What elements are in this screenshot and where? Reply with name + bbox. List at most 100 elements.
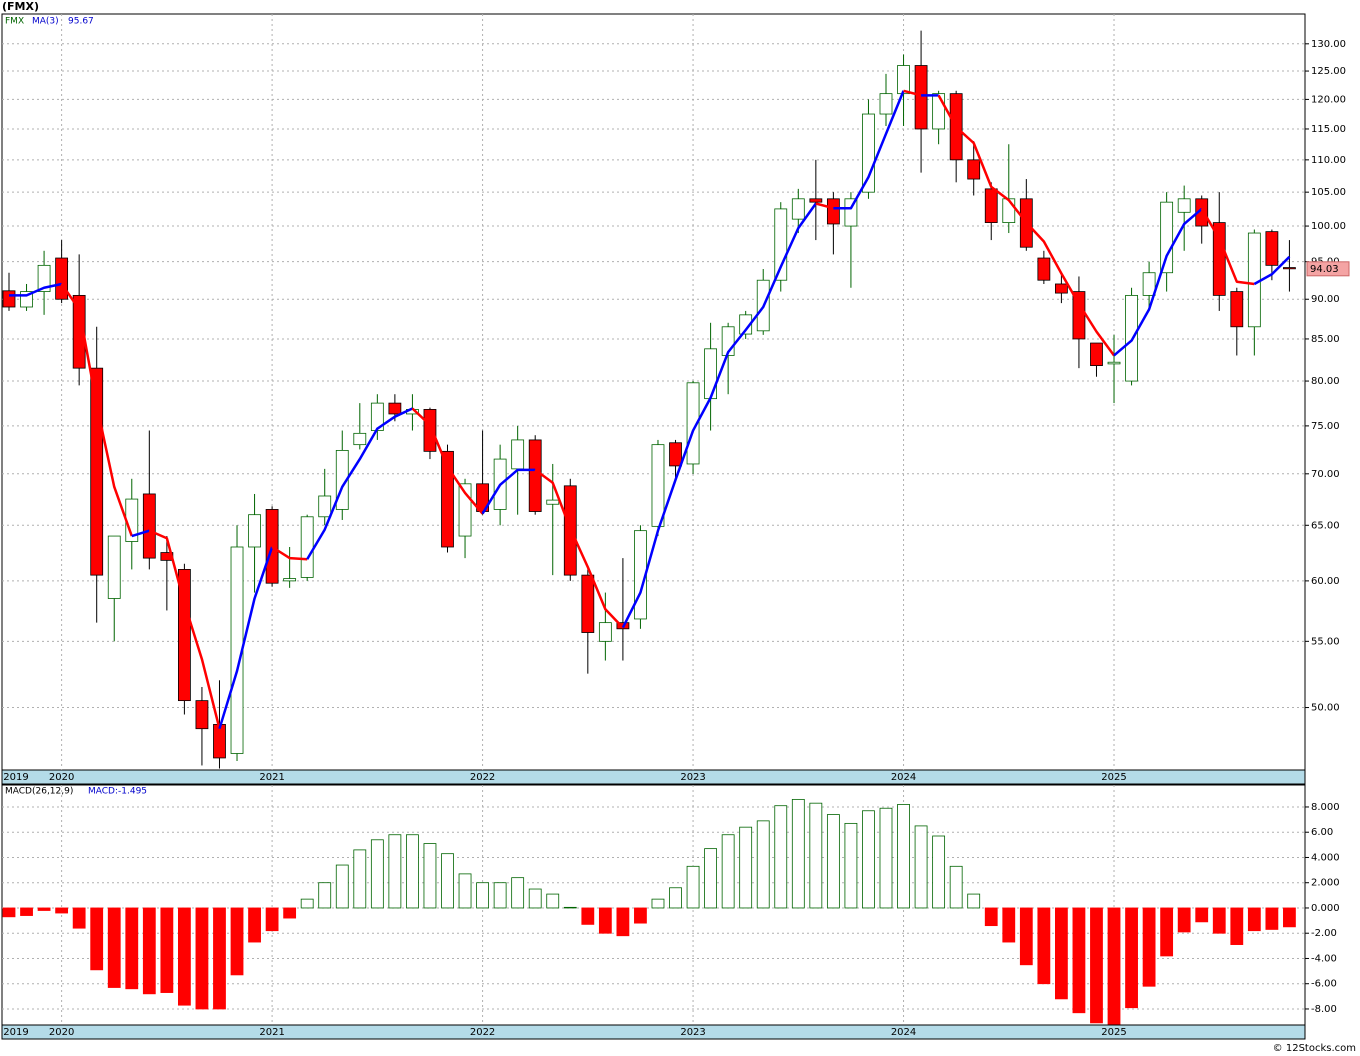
ma-line [131,529,150,538]
macd-bar [581,907,595,925]
x-tick-label: 2024 [891,772,916,783]
macd-bar [686,865,700,909]
chart-title: (FMX) [2,0,39,13]
macd-bar [248,907,261,943]
candle-body [37,264,51,292]
x-tick-label: 2025 [1101,772,1126,783]
candle-body [914,65,928,130]
y-tick-label: -4.00 [1311,953,1337,964]
macd-bar [563,906,577,909]
candle-body [897,65,910,95]
candle-body [318,495,332,518]
macd-bar [458,873,472,909]
candle-body [2,290,16,308]
candle-body [142,493,156,559]
ma-line [60,283,133,537]
macd-bar [195,907,209,1010]
macd-bar [441,853,454,909]
candle-body [265,509,279,584]
y-tick-label: 75.00 [1311,421,1340,432]
macd-bar [318,882,332,909]
macd-bar [283,907,297,919]
macd-bar [739,826,753,909]
candle-body [862,113,875,193]
y-tick-label: 8.000 [1311,802,1340,813]
ma-line [271,545,308,561]
x-tick-label: 2021 [259,1027,284,1038]
y-tick-label: 4.000 [1311,852,1340,863]
macd-bar [897,804,910,909]
candle-body [651,444,665,527]
macd-bar [265,907,279,932]
candle-body [1055,283,1068,294]
macd-bar [493,882,507,909]
ma-line [833,90,905,210]
ma-line [1253,255,1291,286]
candle-body [107,535,121,599]
candle-body [1265,231,1279,266]
candle-body [72,294,86,369]
candle-body [1230,291,1244,328]
ma-line [937,94,1116,357]
macd-bar [55,907,69,914]
candle-body [581,574,595,633]
y-tick-label: 100.00 [1311,221,1346,232]
macd-bar [107,907,121,988]
macd-bar [721,834,735,909]
macd-bar [932,835,946,909]
macd-bar [142,907,156,995]
macd-bar [1283,907,1296,928]
candle-body [932,93,946,130]
candle-body [177,569,191,702]
macd-bar [879,807,893,909]
last-price-box [1306,261,1350,277]
macd-bar [967,893,981,909]
macd-bar [406,834,419,909]
macd-bar [669,887,682,909]
candle-body [967,159,981,180]
macd-bar [984,907,998,927]
candle-body [1247,232,1261,328]
date-band [1,1024,1306,1040]
macd-bar [37,907,51,911]
ma-line [411,407,484,515]
candle-body [55,257,69,300]
candle-body [686,382,700,465]
y-tick-label: 50.00 [1311,703,1340,714]
macd-bar [546,893,560,909]
macd-bar [213,907,226,1010]
macd-bar [616,907,630,937]
macd-bar [388,834,402,909]
y-tick-label: 105.00 [1311,187,1346,198]
macd-bar [370,839,384,909]
candle-body [826,198,840,225]
macd-bar [809,802,823,909]
ma-line [1200,208,1255,286]
macd-bar [335,864,349,909]
macd-bar [598,907,612,934]
x-tick-label: 2020 [49,772,74,783]
macd-bar [476,882,489,909]
candle-body [1002,198,1016,223]
macd-bar [862,810,875,909]
y-tick-label: -2.00 [1311,928,1337,939]
candle-body [213,724,226,759]
footer: © 12Stocks.com [1273,1043,1356,1054]
y-tick-label: 0.000 [1311,903,1340,914]
macd-bar [1177,907,1191,933]
ma-line [1113,207,1203,357]
macd-bar [774,805,788,909]
y-tick-label: 130.00 [1311,39,1346,50]
x-tick-label: 2025 [1101,1027,1126,1038]
macd-bar [177,907,191,1006]
macd-bar [1002,907,1016,943]
macd-bar [1142,907,1156,987]
candle-body [1142,272,1156,296]
candle-body [248,514,261,548]
candle-body [300,516,314,578]
y-tick-label: 115.00 [1311,124,1346,135]
candle-body [1107,361,1121,365]
legend-macd: MACD(26,12,9) [5,787,73,797]
candle-body [1177,198,1191,213]
